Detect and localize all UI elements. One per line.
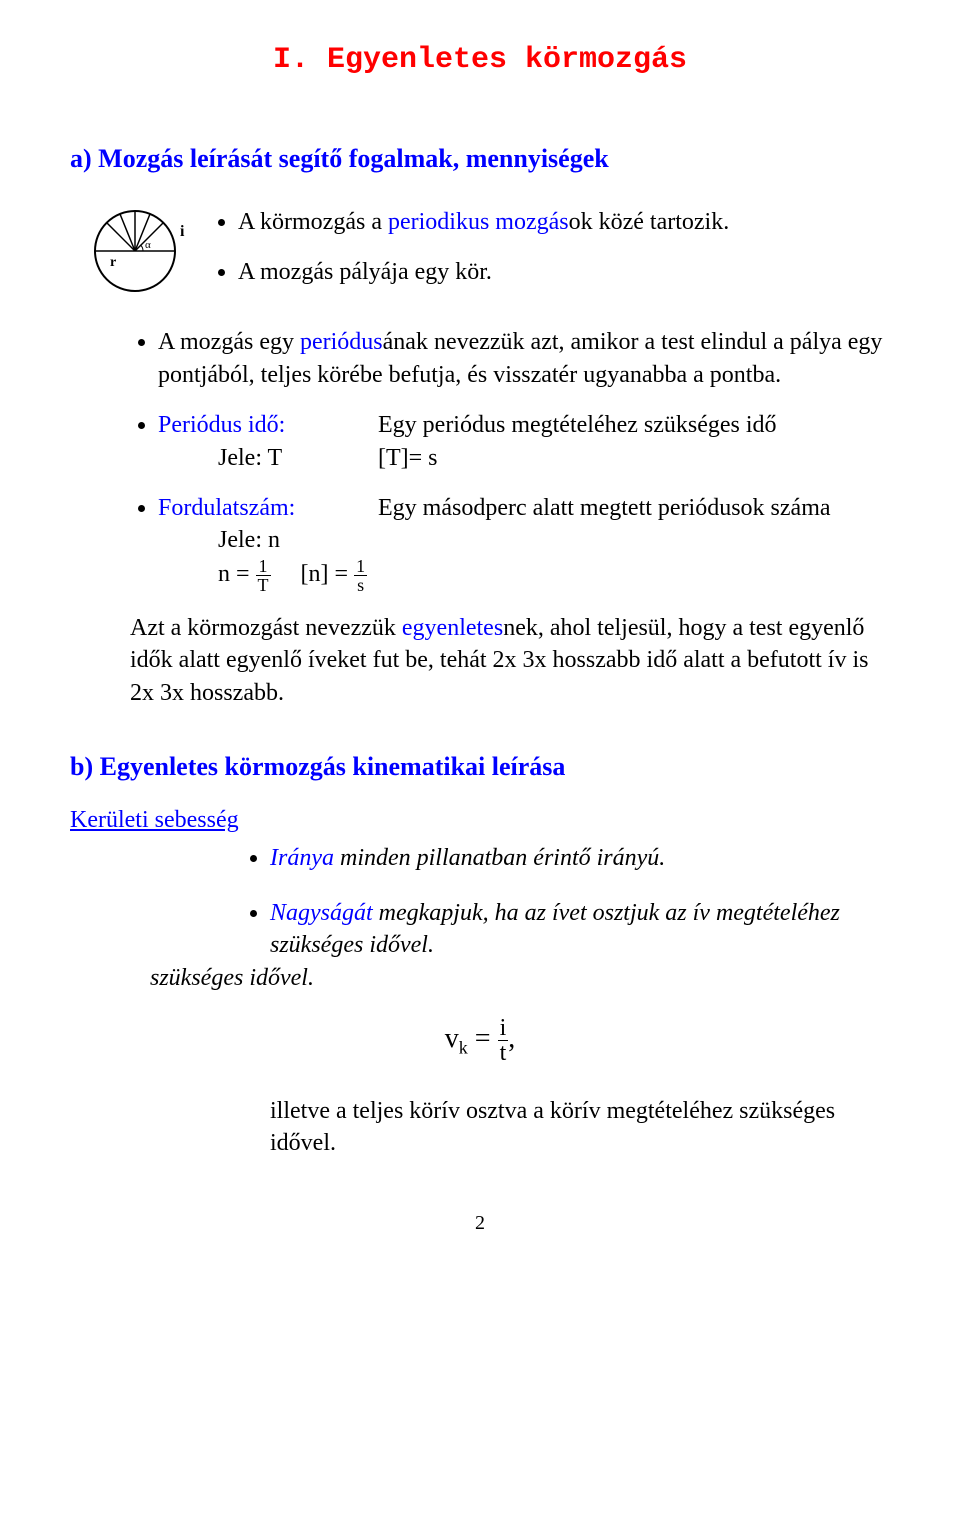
frac1-top: 1 xyxy=(256,557,271,576)
periodus-ido-desc: Egy periódus megtételéhez szükséges idő xyxy=(378,409,890,441)
i-label: i xyxy=(180,223,185,240)
periodus-ido-bullet: Periódus idő: Egy periódus megtételéhez … xyxy=(158,409,890,474)
page-number: 2 xyxy=(70,1210,890,1237)
intro-row: α r i A körmozgás a periodikus mozgások … xyxy=(70,206,890,307)
circle-svg: α r i xyxy=(90,206,190,296)
term: egyenletes xyxy=(402,615,503,641)
frac2-bot: s xyxy=(354,576,367,594)
periodus-ido-label: Periódus idő: xyxy=(158,412,285,438)
text: Azt a körmozgást nevezzük xyxy=(130,615,402,641)
intro-bullet-2: A mozgás pályája egy kör. xyxy=(238,256,890,288)
nagysag-bullet: Nagyságát megkapjuk, ha az ívet osztjuk … xyxy=(270,897,890,994)
bracket-n: [n] = xyxy=(301,561,349,587)
r-label: r xyxy=(110,255,116,270)
term: periódus xyxy=(300,329,383,355)
closing-paragraph: illetve a teljes körív osztva a körív me… xyxy=(270,1095,890,1160)
frac1-bot: T xyxy=(256,576,271,594)
text: ok közé tartozik. xyxy=(569,209,730,235)
section-b-heading: b) Egyenletes körmozgás kinematikai leír… xyxy=(70,749,890,784)
eq: = xyxy=(475,1023,498,1054)
text: A mozgás egy xyxy=(158,329,300,355)
n-eq: n = xyxy=(218,561,250,587)
keruleti-sebesseg: Kerületi sebesség xyxy=(70,804,890,836)
term: periodikus mozgás xyxy=(388,209,569,235)
periodus-ido-unit: [T]= s xyxy=(378,442,890,474)
alpha-label: α xyxy=(145,239,151,251)
page-title: I. Egyenletes körmozgás xyxy=(70,40,890,81)
fordulatszam-label: Fordulatszám: xyxy=(158,495,295,521)
periodus-bullet: A mozgás egy periódusának nevezzük azt, … xyxy=(158,326,890,391)
egyenletes-paragraph: Azt a körmozgást nevezzük egyenletesnek,… xyxy=(130,612,890,709)
iranya-rest: minden pillanatban érintő irányú. xyxy=(334,845,665,871)
fordulatszam-desc: Egy másodperc alatt megtett periódusok s… xyxy=(378,492,890,524)
nagysag-term: Nagyságát xyxy=(270,900,373,926)
periodus-ido-jele: Jele: T xyxy=(158,445,282,471)
fordulatszam-jele: Jele: n xyxy=(158,524,890,556)
velocity-formula: vk = i t , xyxy=(70,1016,890,1065)
fordulatszam-bullet: Fordulatszám: Egy másodperc alatt megtet… xyxy=(158,492,890,594)
comma: , xyxy=(508,1023,515,1054)
iranya-bullet: Iránya minden pillanatban érintő irányú. xyxy=(270,842,890,874)
text: A körmozgás a xyxy=(238,209,388,235)
iranya-term: Iránya xyxy=(270,845,334,871)
frac-bot: t xyxy=(498,1041,509,1065)
circle-diagram: α r i xyxy=(90,206,180,296)
fordulatszam-formula: n = 1 T [n] = 1 s xyxy=(158,557,890,594)
nagysag-line2: szükséges idővel. xyxy=(150,962,890,994)
intro-bullet-1: A körmozgás a periodikus mozgások közé t… xyxy=(238,206,890,238)
section-a-heading: a) Mozgás leírását segítő fogalmak, menn… xyxy=(70,141,890,176)
k-sub: k xyxy=(459,1037,468,1057)
frac2-top: 1 xyxy=(354,557,367,576)
v: v xyxy=(445,1023,459,1054)
frac-top: i xyxy=(498,1016,509,1041)
